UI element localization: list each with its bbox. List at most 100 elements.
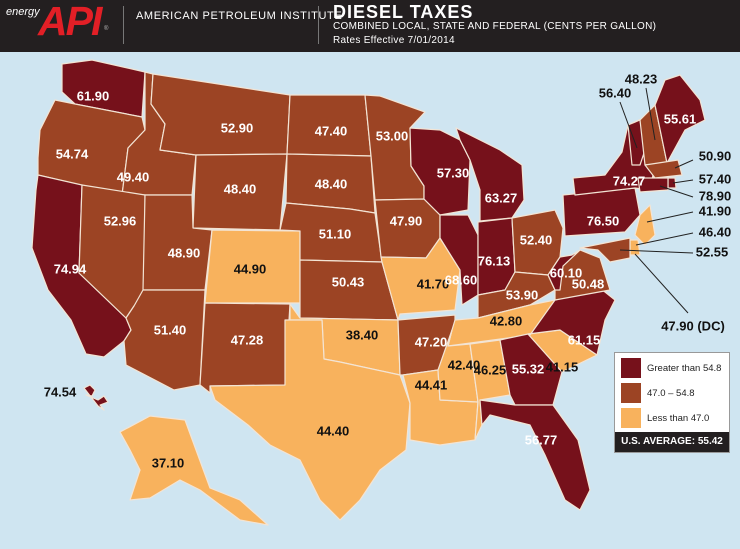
state-value-ak: 37.10 — [152, 455, 185, 470]
legend-swatch-mid — [621, 383, 641, 403]
state-tx — [209, 319, 411, 521]
leader-lines — [619, 87, 694, 314]
state-value-wv: 60.10 — [550, 265, 583, 280]
state-mt — [150, 73, 291, 156]
map-title: DIESEL TAXES — [333, 2, 474, 22]
state-value-il: 68.60 — [445, 272, 478, 287]
state-shapes — [31, 59, 706, 526]
state-value-nm: 47.28 — [231, 332, 264, 347]
state-nm — [199, 302, 291, 394]
state-fl — [479, 399, 591, 511]
state-value-ma: 50.90 — [699, 148, 732, 163]
leader-line-vt — [619, 101, 638, 149]
legend-swatch-high — [621, 358, 641, 378]
state-value-ok: 38.40 — [346, 327, 379, 342]
map-subtitle: COMBINED LOCAL, STATE AND FEDERAL (CENTS… — [333, 21, 657, 32]
state-value-mt: 52.90 — [221, 120, 254, 135]
state-value-labels: 61.90 54.74 74.94 49.40 52.96 52.90 48.40 48.90… — [44, 71, 732, 470]
state-value-ar: 47.20 — [415, 334, 448, 349]
state-value-va: 50.48 — [572, 276, 605, 291]
state-value-wy: 48.40 — [224, 181, 257, 196]
state-value-vt: 56.40 — [599, 85, 632, 100]
state-wi — [409, 127, 471, 216]
state-value-pa: 76.50 — [587, 213, 620, 228]
leader-line-dc — [634, 253, 689, 314]
api-logo: API — [38, 0, 102, 44]
legend-item-high: Greater than 54.8 — [621, 358, 721, 378]
state-value-tx: 44.40 — [317, 423, 350, 438]
header-divider — [318, 6, 319, 44]
state-mo — [380, 237, 461, 321]
header-divider — [123, 6, 124, 44]
us-average: U.S. AVERAGE: 55.42 — [615, 432, 729, 452]
organization-name: AMERICAN PETROLEUM INSTITUTE — [136, 10, 343, 22]
state-az — [123, 289, 206, 391]
state-value-ne: 51.10 — [319, 226, 352, 241]
state-value-fl: 56.77 — [525, 432, 558, 447]
state-value-ca: 74.94 — [54, 261, 87, 276]
state-value-ny: 74.27 — [613, 173, 646, 188]
state-me — [654, 74, 706, 164]
state-ct — [637, 177, 669, 193]
state-ma — [644, 159, 683, 179]
state-value-or: 54.74 — [56, 146, 89, 161]
legend: Greater than 54.8 47.0 – 54.8 Less than … — [614, 352, 730, 453]
state-value-mi: 63.27 — [485, 190, 518, 205]
state-value-tn: 42.80 — [490, 313, 523, 328]
state-value-al: 46.25 — [474, 362, 507, 377]
state-value-in: 76.13 — [478, 253, 511, 268]
state-value-oh: 52.40 — [520, 232, 553, 247]
leader-line-ma — [674, 159, 694, 169]
state-value-wi: 57.30 — [437, 165, 470, 180]
trademark-mark: ® — [104, 26, 109, 32]
state-value-nv: 52.96 — [104, 213, 137, 228]
leader-line-de — [635, 232, 694, 246]
state-value-ut: 48.90 — [168, 245, 201, 260]
state-value-mo: 41.70 — [417, 276, 450, 291]
state-ia — [374, 198, 441, 259]
state-value-nj: 41.90 — [699, 203, 732, 218]
legend-label-low: Less than 47.0 — [647, 412, 710, 424]
leader-line-ri — [672, 179, 694, 184]
state-de — [629, 239, 641, 256]
leader-line-nh — [645, 87, 656, 141]
state-ak — [119, 415, 269, 526]
state-value-az: 51.40 — [154, 322, 187, 337]
legend-item-low: Less than 47.0 — [621, 408, 709, 428]
state-value-sd: 48.40 — [315, 176, 348, 191]
logo-energy-text: energy — [6, 6, 40, 18]
rates-effective: Rates Effective 7/01/2014 — [333, 35, 455, 46]
legend-label-high: Greater than 54.8 — [647, 362, 722, 374]
state-hi — [83, 384, 109, 411]
state-value-ks: 50.43 — [332, 274, 365, 289]
state-value-md: 52.55 — [696, 244, 729, 259]
state-value-ky: 53.90 — [506, 287, 539, 302]
state-value-la: 44.41 — [415, 377, 448, 392]
legend-label-mid: 47.0 – 54.8 — [647, 387, 695, 399]
state-value-ms: 42.40 — [448, 357, 481, 372]
state-value-nc: 61.15 — [568, 332, 601, 347]
leader-line-nj — [646, 211, 694, 223]
state-value-sc: 41.15 — [546, 359, 579, 374]
state-value-ia: 47.90 — [390, 213, 423, 228]
state-value-me: 55.61 — [664, 111, 697, 126]
state-value-id: 49.40 — [117, 169, 150, 184]
state-value-ct: 78.90 — [699, 188, 732, 203]
leader-line-ct — [659, 185, 694, 198]
state-value-de: 46.40 — [699, 224, 732, 239]
state-value-ri: 57.40 — [699, 171, 732, 186]
state-ks — [299, 259, 399, 321]
state-wv — [547, 249, 581, 291]
legend-item-mid: 47.0 – 54.8 — [621, 383, 695, 403]
state-value-nd: 47.40 — [315, 123, 348, 138]
state-value-wa: 61.90 — [77, 88, 110, 103]
state-nc — [527, 287, 616, 356]
legend-swatch-low — [621, 408, 641, 428]
state-nj — [634, 204, 656, 246]
header-bar: energy API ® AMERICAN PETROLEUM INSTITUT… — [0, 0, 740, 52]
state-value-nh: 48.23 — [625, 71, 658, 86]
state-value-hi: 74.54 — [44, 384, 77, 399]
state-value-mn: 53.00 — [376, 128, 409, 143]
state-il — [439, 214, 479, 306]
